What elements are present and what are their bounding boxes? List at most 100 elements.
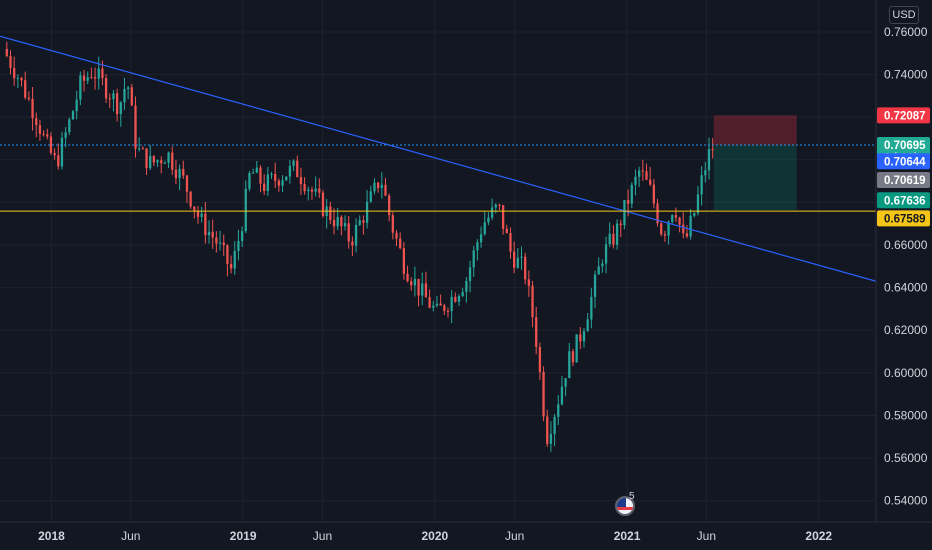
price-tag[interactable] [877,172,930,189]
economic-events-flag-icon[interactable] [615,496,635,516]
candle-body [196,210,200,217]
candle-body [498,204,501,206]
candle-body [615,223,619,245]
candle-body [237,241,240,252]
time-tick-label: 2018 [38,529,65,543]
candle-body [296,160,299,178]
price-tag-label: 0.67636 [884,195,926,207]
candle-body [450,296,453,312]
time-tick-label: Jun [313,529,332,543]
candle-body [557,404,560,417]
candle-body [270,174,273,176]
candle-body [696,194,700,213]
candle-body [156,160,159,163]
candle-body [601,263,604,267]
candle-body [64,132,67,138]
candle-body [163,162,167,164]
price-tick-label: 0.74000 [884,68,928,82]
trendline[interactable] [0,35,877,282]
candle-body [604,244,608,264]
candle-body [244,188,247,232]
candle-body [593,274,597,297]
candle-body [127,87,130,89]
candle-body [101,68,104,79]
price-tag[interactable] [877,210,930,227]
candle-body [277,180,281,186]
candle-body [266,174,269,192]
candle-body [546,416,549,444]
candle-body [410,281,413,286]
price-tag-label: 0.70619 [884,175,926,187]
time-tick-label: 2019 [230,529,257,543]
candle-body [538,346,542,372]
candle-body [145,148,148,169]
candle-body [123,88,126,103]
candle-body [479,234,483,243]
candle-body [568,351,571,379]
candle-body [152,155,156,163]
price-tag[interactable] [877,107,930,124]
time-tick-label: 2020 [421,529,448,543]
candle-body [160,160,163,164]
candle-body [97,68,100,79]
candle-body [457,295,461,302]
price-tag[interactable] [877,136,930,153]
candle-body [79,75,82,100]
candle-body [704,170,707,176]
candle-body [465,280,468,292]
candle-body [115,93,119,115]
candle-body [490,207,494,218]
candle-body [288,165,292,177]
candle-body [204,213,207,236]
candle-body [299,177,303,185]
candle-body [656,203,659,224]
candle-body [399,238,402,249]
candle-body [42,133,45,135]
candle-body [138,148,141,150]
candle-body [483,222,486,235]
candle-body [365,201,369,223]
candle-body [281,180,284,186]
candle-body [424,283,428,298]
candle-body [674,215,678,218]
price-tag[interactable] [877,153,930,170]
position-stop-zone[interactable] [713,115,797,145]
candle-body [700,175,703,195]
price-axis-panel[interactable] [876,0,932,550]
candle-body [535,317,538,347]
position-target-zone[interactable] [713,144,797,211]
candle-body [218,242,222,244]
candle-body [376,182,380,189]
price-tick-label: 0.60000 [884,366,928,380]
candle-body [134,105,137,149]
currency-button[interactable]: USD [889,6,919,24]
candle-body [575,334,578,363]
candle-body [193,206,196,211]
candle-body [428,297,431,308]
candle-body [307,189,310,192]
candle-body [174,169,178,179]
candle-body [332,219,336,227]
candle-body [182,168,185,176]
candle-body [634,176,637,185]
candle-body [310,189,314,192]
candle-body [590,296,593,320]
candle-body [560,386,564,405]
candle-body [553,416,556,434]
price-tag-label: 0.70644 [884,156,926,168]
candle-body [531,285,534,318]
candle-body [112,93,115,100]
candle-body [693,212,696,216]
candle-body [71,111,75,120]
candle-body [149,155,152,169]
events-count-badge: 5 [629,491,635,502]
candle-body [369,191,372,202]
candle-body [292,160,295,166]
candle-body [31,98,34,119]
candle-body [454,296,457,302]
candle-body [178,168,181,179]
price-tag[interactable] [877,192,930,209]
candle-body [119,102,122,115]
